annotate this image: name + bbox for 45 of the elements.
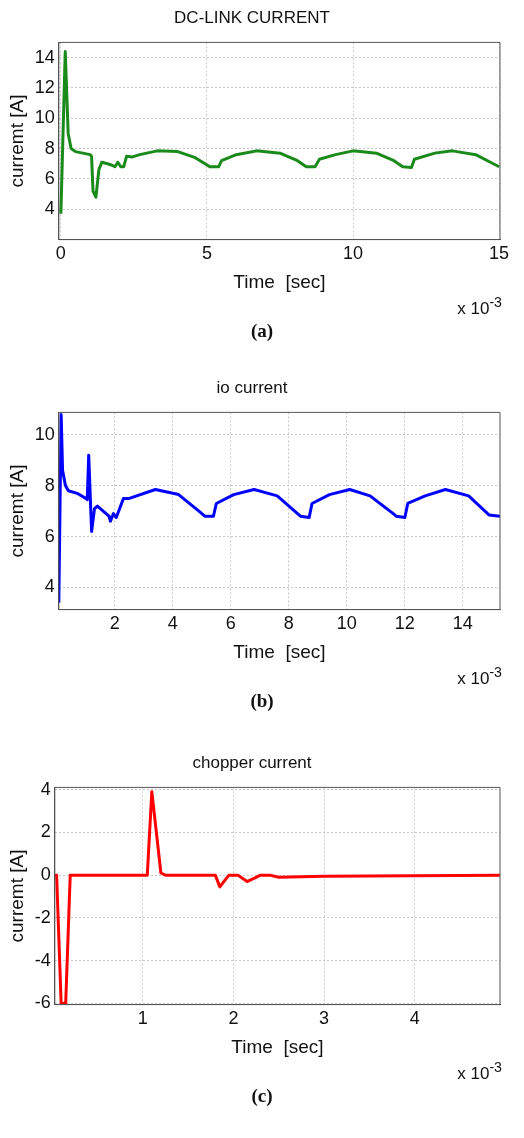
y-tick-label: -4: [34, 949, 51, 970]
text: x 10$^{-3}$: [457, 1059, 502, 1084]
text: x 10$^{-3}$: [457, 294, 502, 319]
chart-title: io current: [216, 377, 288, 397]
y-tick-label: 14: [34, 46, 55, 67]
y-tick-label: 8: [44, 474, 55, 495]
chart-title: chopper current: [192, 752, 312, 772]
y-tick-label: 10: [34, 423, 55, 444]
text: x 10$^{-3}$: [457, 664, 502, 689]
x-tick-label: 14: [452, 613, 473, 634]
y-axis-title: curremt [A]: [5, 94, 27, 188]
x-tick-label: 2: [228, 1008, 239, 1029]
text: (b): [249, 690, 275, 713]
x-tick-label: 1: [137, 1008, 148, 1029]
y-tick-label: -6: [34, 992, 51, 1013]
y-tick-label: 6: [44, 525, 55, 546]
x-tick-label: 15: [489, 243, 510, 264]
y-tick-label: 4: [40, 778, 51, 799]
y-tick-label: -2: [34, 906, 51, 927]
y-tick-label: 12: [34, 76, 55, 97]
y-tick-label: 0: [40, 864, 51, 885]
x-axis-title: Time [sec]: [231, 1035, 324, 1057]
x-tick-label: 5: [201, 243, 212, 264]
y-tick-label: 2: [40, 821, 51, 842]
text: (a): [249, 320, 275, 343]
y-axis-title: curremt [A]: [5, 849, 27, 943]
x-tick-label: 12: [394, 613, 415, 634]
x-axis-title: Time [sec]: [233, 270, 326, 292]
x-tick-label: 6: [225, 613, 236, 634]
text: (c): [250, 1085, 274, 1108]
x-tick-label: 10: [343, 243, 364, 264]
y-tick-label: 6: [44, 167, 55, 188]
x-axis-title: Time [sec]: [233, 640, 326, 662]
x-tick-label: 2: [109, 613, 120, 634]
y-tick-label: 8: [44, 137, 55, 158]
x-tick-label: 10: [336, 613, 357, 634]
y-tick-label: 10: [34, 107, 55, 128]
y-axis-title: curremt [A]: [5, 464, 27, 558]
x-tick-label: 3: [319, 1008, 330, 1029]
y-tick-label: 4: [44, 576, 55, 597]
x-tick-label: 4: [167, 613, 178, 634]
chart-title: DC-LINK CURRENT: [174, 7, 330, 27]
x-tick-label: 8: [283, 613, 294, 634]
y-tick-label: 4: [44, 198, 55, 219]
x-tick-label: 4: [409, 1008, 420, 1029]
